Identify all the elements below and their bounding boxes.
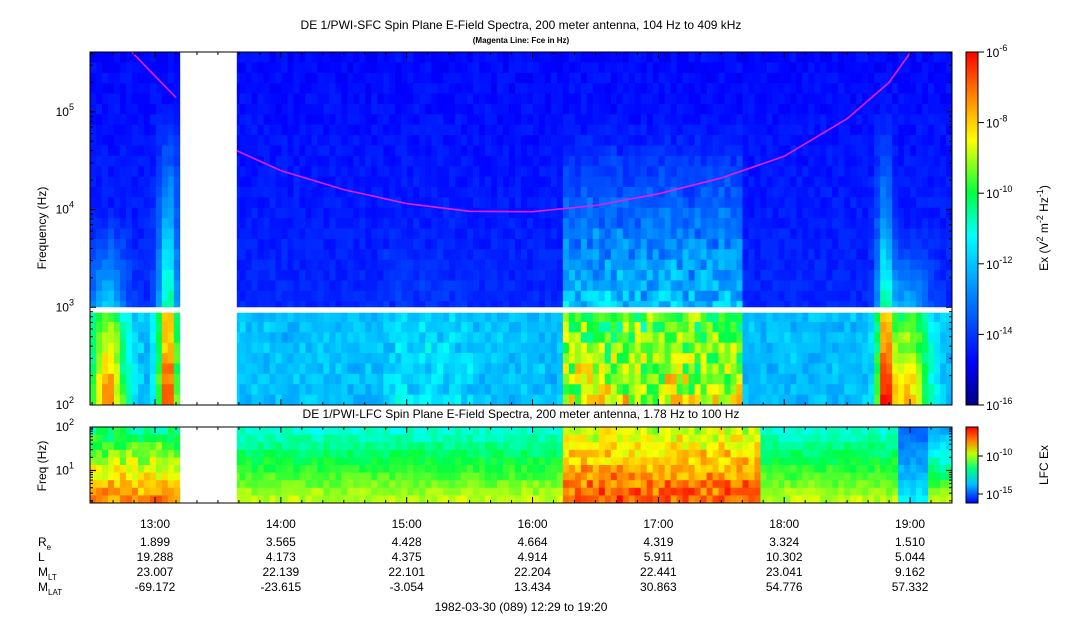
ephemeris-value: -3.054: [390, 580, 424, 594]
sfc-colorbar-ticks: 10-6 10-8 10-10 10-12 10-14 10-16: [978, 43, 1012, 413]
ephemeris-value: 22.139: [263, 565, 300, 579]
ephemeris-value: 4.375: [392, 550, 422, 564]
sfc-ylabel: Frequency (Hz): [35, 187, 49, 270]
ephemeris-value: -69.172: [135, 580, 176, 594]
time-tick-label-5: 18:00: [769, 517, 799, 531]
sfc-y-tick-label-1: 103: [56, 297, 74, 314]
ephemeris-value: 1.899: [140, 535, 170, 549]
ephemeris-value: 4.173: [266, 550, 296, 564]
lfc-y-tick-label-1: 102: [56, 417, 74, 434]
ephemeris-label-0: Re: [38, 535, 52, 552]
ephemeris-value: 22.204: [514, 565, 551, 579]
time-tick-label-6: 19:00: [895, 517, 925, 531]
sfc-data-gap-0: [180, 52, 237, 405]
ephemeris-value: 4.664: [518, 535, 548, 549]
lfc-colorbar-tick-label-0: 10-10: [986, 447, 1012, 464]
fce-line-segment-0: [130, 52, 177, 99]
lfc-data-gaps: [180, 427, 237, 503]
time-tick-label-3: 16:00: [518, 517, 548, 531]
sfc-title: DE 1/PWI-SFC Spin Plane E-Field Spectra,…: [301, 18, 742, 32]
ephemeris-value: 3.565: [266, 535, 296, 549]
ephemeris-value: 23.041: [766, 565, 803, 579]
lfc-colorbar-label: LFC Ex: [1037, 445, 1051, 485]
time-tick-label-1: 14:00: [266, 517, 296, 531]
sfc-y-tick-label-2: 104: [56, 200, 74, 217]
time-tick-label-4: 17:00: [643, 517, 673, 531]
time-tick-label-2: 15:00: [392, 517, 422, 531]
lfc-y-axis: 101 102: [56, 417, 952, 502]
ephemeris-value: 30.863: [640, 580, 677, 594]
sfc-data-gaps: [90, 52, 952, 405]
ephemeris-value: 4.319: [643, 535, 673, 549]
ephemeris-value: 23.007: [137, 565, 174, 579]
ephemeris-table: Re 1.899 3.565 4.428 4.664 4.319 3.324 1.510 L 19…: [38, 535, 929, 597]
sfc-plot-frame: [89, 51, 953, 406]
ephemeris-value: 22.441: [640, 565, 677, 579]
sfc-colorbar-tick-label-1: 10-8: [986, 114, 1007, 131]
sfc-y-tick-label-3: 105: [56, 102, 74, 119]
sfc-colorbar-tick-label-0: 10-6: [986, 43, 1007, 60]
sfc-colorbar-tick-label-3: 10-12: [986, 255, 1012, 272]
ephemeris-value: 1.510: [895, 535, 925, 549]
time-axis-label: 1982-03-30 (089) 12:29 to 19:20: [435, 600, 608, 614]
sfc-y-tick-label-0: 102: [56, 395, 74, 412]
lfc-ylabel: Freq (Hz): [35, 441, 49, 492]
fce-magenta-line: [130, 52, 911, 213]
ephemeris-value: 4.428: [392, 535, 422, 549]
ephemeris-value: 3.324: [769, 535, 799, 549]
ephemeris-value: -23.615: [261, 580, 302, 594]
sfc-colorbar: [965, 51, 979, 406]
ephemeris-value: 10.302: [766, 550, 803, 564]
lfc-colorbar-ticks: 10-10 10-15: [978, 447, 1012, 502]
ephemeris-value: 5.911: [644, 550, 673, 564]
sfc-colorbar-tick-label-2: 10-10: [986, 184, 1012, 201]
lfc-colorbar: [965, 426, 979, 504]
ephemeris-label-1: L: [38, 550, 45, 564]
ephemeris-value: 19.288: [137, 550, 174, 564]
sfc-colorbar-tick-label-5: 10-16: [986, 396, 1012, 413]
sfc-subtitle: (Magenta Line: Fce in Hz): [473, 36, 570, 45]
ephemeris-value: 4.914: [518, 550, 548, 564]
ephemeris-value: 22.101: [388, 565, 425, 579]
sfc-colorbar-tick-label-4: 10-14: [986, 325, 1012, 342]
time-tick-label-0: 13:00: [140, 517, 170, 531]
sfc-data-gap-1: [90, 307, 952, 313]
lfc-title: DE 1/PWI-LFC Spin Plane E-Field Spectra,…: [303, 407, 740, 421]
sfc-colorbar-label: Ex (V2 m-2 Hz-1): [1035, 185, 1051, 271]
ephemeris-value: 57.332: [892, 580, 929, 594]
ephemeris-label-3: MLAT: [38, 580, 62, 597]
fce-line-segment-1: [236, 52, 911, 213]
ephemeris-value: 5.044: [895, 550, 925, 564]
ephemeris-value: 54.776: [766, 580, 803, 594]
lfc-y-tick-label-0: 101: [56, 460, 74, 477]
ephemeris-value: 9.162: [895, 565, 925, 579]
ephemeris-label-2: MLT: [38, 565, 57, 582]
sfc-y-axis: 102 103 104 105: [56, 52, 952, 412]
lfc-colorbar-tick-label-1: 10-15: [986, 485, 1012, 502]
lfc-data-gap-0: [180, 427, 237, 503]
time-axis: 13:00 14:00 15:00 16:00 17:00 18:00 19:00: [91, 52, 953, 531]
lfc-plot-frame: [89, 426, 953, 504]
ephemeris-value: 13.434: [514, 580, 551, 594]
